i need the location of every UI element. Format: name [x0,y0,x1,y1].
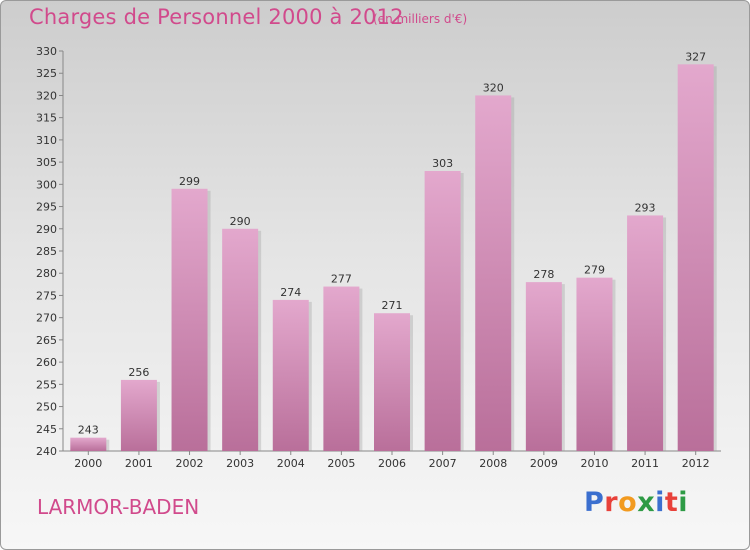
bar-2007 [424,171,461,451]
y-tick-label: 300 [36,178,57,191]
x-tick-label: 2003 [226,457,254,470]
data-label: 243 [78,424,99,437]
logo-letter: P [584,487,605,518]
logo-letter: x [637,487,656,518]
bar-2008 [475,95,512,451]
data-label: 274 [280,286,301,299]
data-labels: 243 256 299 290 274 277 271 303 320 278 279 293 327 [78,50,706,436]
x-tick-label: 2001 [125,457,153,470]
data-label: 290 [230,215,251,228]
y-tick-label: 280 [36,267,57,280]
data-label: 320 [483,81,504,94]
y-tick-label: 305 [36,156,57,169]
logo-letter: r [604,487,619,518]
logo-letter: t [664,487,679,518]
data-label: 278 [533,268,554,281]
bar-2010 [576,277,613,451]
data-label: 256 [128,366,149,379]
x-tick-label: 2005 [327,457,355,470]
x-tick-label: 2007 [429,457,457,470]
y-tick-label: 250 [36,401,57,414]
bars [70,64,717,452]
logo-letter: i [678,487,689,518]
data-label: 279 [584,264,605,277]
data-label: 293 [635,201,656,214]
bar-2005 [323,286,360,451]
logo-letter: i [655,487,665,518]
bar-2009 [525,282,562,451]
bar-2004 [272,299,309,451]
y-tick-label: 260 [36,356,57,369]
y-tick-label: 265 [36,334,57,347]
x-tick-label: 2010 [580,457,608,470]
x-tick-label: 2011 [631,457,659,470]
y-tick-label: 245 [36,423,57,436]
y-tick-label: 240 [36,445,57,458]
bar-2012 [677,64,714,452]
y-tick-label: 330 [36,45,57,58]
x-tick-label: 2000 [74,457,102,470]
bar-2000 [70,437,107,451]
chart-subtitle: (en milliers d'€) [373,12,468,26]
bar-2002 [171,188,208,451]
y-tick-label: 275 [36,289,57,302]
chart-title: Charges de Personnel 2000 à 2012 [29,5,404,29]
y-tick-label: 315 [36,112,57,125]
logo-letter: o [618,487,638,518]
axes: 240 245 250 255 260 265 270 275 280 285 290 295 300 3… [36,45,721,470]
y-tick-label: 285 [36,245,57,258]
y-tick-label: 255 [36,378,57,391]
commune-name: LARMOR-BADEN [37,495,200,519]
x-tick-label: 2012 [682,457,710,470]
data-label: 327 [685,50,706,63]
x-tick-label: 2009 [530,457,558,470]
y-tick-label: 295 [36,201,57,214]
bar-2011 [627,215,664,451]
data-label: 271 [382,299,403,312]
x-tick-label: 2008 [479,457,507,470]
data-label: 299 [179,175,200,188]
data-label: 303 [432,157,453,170]
x-tick-label: 2002 [176,457,204,470]
x-tick-label: 2004 [277,457,305,470]
y-tick-label: 310 [36,134,57,147]
bar-2006 [374,313,410,451]
y-tick-label: 325 [36,67,57,80]
y-tick-label: 270 [36,312,57,325]
x-tick-label: 2006 [378,457,406,470]
bar-2003 [222,228,259,451]
y-tick-label: 290 [36,223,57,236]
data-label: 277 [331,273,352,286]
bar-2001 [120,379,157,451]
proxiti-logo[interactable]: Proxiti [584,487,688,518]
y-tick-label: 320 [36,89,57,102]
